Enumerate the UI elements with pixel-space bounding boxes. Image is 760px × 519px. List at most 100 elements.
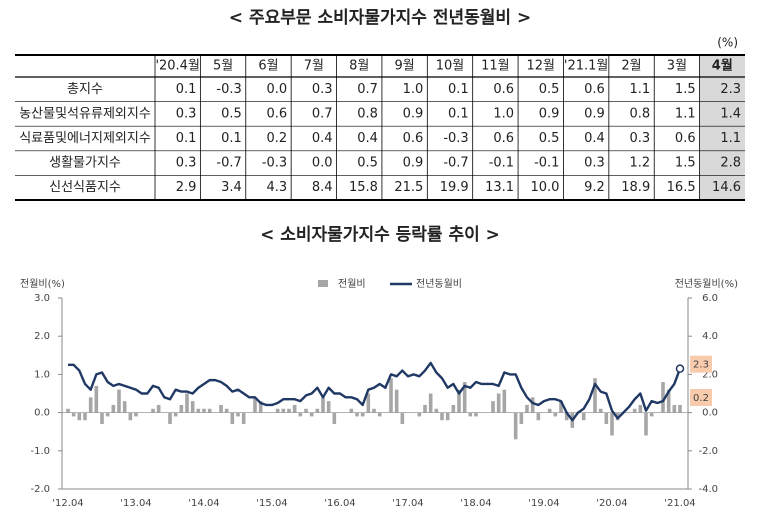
bar <box>236 412 240 417</box>
table-cell: 0.1 <box>176 82 197 97</box>
y2-tick-label: -2.0 <box>698 446 718 457</box>
table-cell: 0.4 <box>357 131 378 146</box>
bar <box>536 412 541 421</box>
x-tick-label: '17.04 <box>392 498 423 509</box>
bar <box>134 412 138 417</box>
row-label: 신선식품지수 <box>49 180 121 195</box>
table-cell: 0.3 <box>312 82 333 97</box>
table-cell: 0.4 <box>584 131 605 146</box>
column-header: 5월 <box>213 59 233 74</box>
column-header: '20.4월 <box>155 59 199 74</box>
table-cell: 0.6 <box>493 82 514 97</box>
table-cell: 18.9 <box>621 180 650 195</box>
column-header: 3월 <box>667 59 687 74</box>
bar <box>94 385 99 413</box>
table-cell: 0.9 <box>539 106 560 121</box>
column-header: 12월 <box>527 59 556 74</box>
bar <box>332 412 337 425</box>
y2-axis-title: 전년동월비(%) <box>675 278 738 290</box>
bar <box>355 412 359 417</box>
bar <box>321 397 325 413</box>
y-tick-label: 0.0 <box>34 408 50 419</box>
table-cell: 1.5 <box>675 156 696 171</box>
bar <box>224 408 229 413</box>
bar <box>315 408 320 413</box>
bar <box>122 401 127 413</box>
table-cell: 0.4 <box>312 131 333 146</box>
table-cell: 1.1 <box>630 82 651 97</box>
bar <box>496 393 501 413</box>
table-unit: (%) <box>717 36 738 50</box>
table-cell: -0.7 <box>216 156 241 171</box>
y-tick-label: 2.0 <box>34 331 50 342</box>
bar <box>502 389 507 413</box>
row-label: 식료품및에너지제외지수 <box>19 131 151 146</box>
bar <box>83 412 87 421</box>
bar <box>491 401 495 413</box>
table-cell: 1.2 <box>630 156 651 171</box>
bar <box>202 408 206 413</box>
bar <box>253 397 257 413</box>
column-header: 4월 <box>712 58 733 74</box>
bar <box>513 412 518 440</box>
bar <box>525 404 529 413</box>
bar <box>196 408 201 413</box>
value-label-box <box>690 389 712 406</box>
y-tick-label: -1.0 <box>30 446 50 457</box>
column-header: 11월 <box>481 59 510 74</box>
table-cell: 9.2 <box>584 180 605 195</box>
bar <box>151 408 155 413</box>
bar <box>632 408 637 413</box>
bar <box>304 408 308 413</box>
bar <box>451 404 456 413</box>
bar <box>230 412 235 425</box>
table-cell: 0.3 <box>584 156 605 171</box>
table-cell: -0.7 <box>443 156 468 171</box>
bar <box>610 412 614 436</box>
bar <box>377 412 382 417</box>
bar <box>547 408 552 413</box>
legend-label: 전년동월비 <box>416 278 462 290</box>
bar <box>275 408 280 413</box>
bar <box>77 412 82 421</box>
row-label: 농산물및석유류제외지수 <box>19 106 151 121</box>
table-cell: 10.0 <box>531 180 560 195</box>
bar <box>366 393 371 413</box>
table-cell: 0.0 <box>312 156 333 171</box>
bar <box>372 408 376 413</box>
bar <box>207 408 212 413</box>
table-cell: 0.7 <box>357 82 378 97</box>
table-cell: 1.0 <box>493 106 514 121</box>
table-cell: 0.6 <box>675 131 696 146</box>
table-cell: 0.1 <box>448 106 469 121</box>
bar <box>309 412 314 417</box>
table-cell: 0.3 <box>630 131 651 146</box>
table-cell: 0.1 <box>221 131 242 146</box>
table-cell: 15.8 <box>349 180 378 195</box>
y2-tick-label: 6.0 <box>702 293 718 304</box>
table-cell: 1.1 <box>675 106 696 121</box>
table-cell: -0.3 <box>262 156 287 171</box>
table-cell: 0.0 <box>266 82 287 97</box>
row-label: 총지수 <box>67 82 103 97</box>
table-cell: 0.8 <box>357 106 378 121</box>
bar <box>474 412 478 417</box>
table-cell: 3.4 <box>221 180 242 195</box>
row-label: 생활물가지수 <box>49 156 121 171</box>
table-cell: 19.9 <box>440 180 469 195</box>
chart-title: < 소비자물가지수 등락률 추이 > <box>260 225 500 245</box>
column-header: 6월 <box>258 59 278 74</box>
bar <box>559 401 563 413</box>
table-cell: 0.9 <box>403 156 424 171</box>
bar <box>298 412 303 417</box>
value-label: 2.3 <box>693 360 709 371</box>
y2-tick-label: 2.0 <box>702 369 718 380</box>
table-cell: -0.3 <box>443 131 468 146</box>
bar <box>156 404 161 413</box>
table-cell: 2.3 <box>720 82 741 97</box>
table-title: < 주요부문 소비자물가지수 전년동월비 > <box>229 8 531 28</box>
bar <box>462 382 467 413</box>
bar <box>219 404 223 413</box>
bar <box>564 412 569 421</box>
table-cell: 0.6 <box>266 106 287 121</box>
